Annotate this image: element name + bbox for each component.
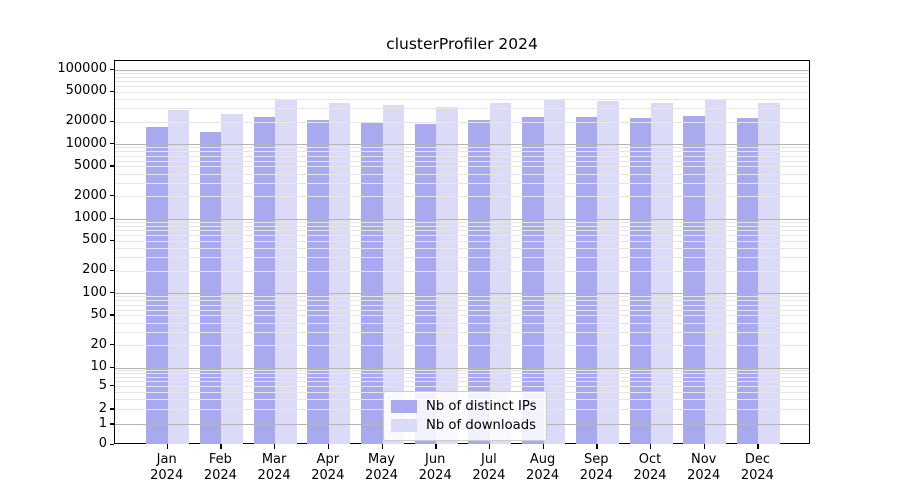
bar-ips-apr: [307, 119, 329, 444]
bar-downloads-sep: [597, 101, 619, 444]
x-tick-mark: [703, 444, 706, 449]
legend: Nb of distinct IPs Nb of downloads: [383, 391, 547, 441]
x-tick-mark: [274, 444, 276, 449]
y-tick-label: 0: [98, 436, 107, 451]
x-tick-label: Jan 2024: [150, 452, 184, 483]
legend-item-downloads: Nb of downloads: [391, 416, 539, 435]
y-tick-mark: [109, 423, 114, 425]
x-tick-label: Oct 2024: [633, 452, 667, 483]
y-tick-mark: [109, 366, 114, 368]
x-tick-mark: [220, 444, 222, 449]
y-tick-mark: [109, 314, 114, 316]
y-tick-mark: [109, 239, 114, 242]
y-tick-label: 5000: [73, 157, 107, 173]
y-tick-label: 500: [82, 232, 107, 248]
x-tick-mark: [166, 444, 169, 449]
plot-area: Nb of distinct IPs Nb of downloads: [114, 60, 810, 444]
bar-ips-nov: [683, 116, 705, 444]
x-tick-label: Jul 2024: [472, 452, 506, 483]
y-tick-label: 20: [90, 336, 107, 352]
y-tick-mark: [109, 120, 114, 122]
y-tick-mark: [109, 68, 114, 70]
bar-ips-may: [361, 121, 383, 444]
legend-swatch-downloads: [391, 419, 417, 432]
x-tick-label: Nov 2024: [687, 452, 721, 483]
bar-ips-aug: [522, 116, 544, 444]
y-tick-label: 50: [90, 306, 107, 322]
legend-swatch-distinct-ips: [391, 400, 417, 413]
y-tick-label: 200: [82, 262, 107, 278]
y-tick-mark: [109, 344, 114, 346]
x-tick-mark: [542, 444, 544, 449]
x-tick-label: Mar 2024: [257, 452, 291, 483]
bars-layer: [115, 61, 809, 444]
x-tick-label: Aug 2024: [526, 452, 560, 483]
x-tick-label: Feb 2024: [203, 452, 237, 483]
bar-downloads-may: [382, 104, 404, 444]
x-tick-mark: [381, 444, 383, 449]
y-tick-label: 1: [98, 415, 107, 431]
y-tick-label: 5: [98, 377, 107, 393]
y-tick-label: 2: [98, 400, 107, 416]
bar-ips-dec: [736, 117, 759, 444]
y-tick-label: 10000: [65, 135, 107, 151]
x-tick-mark: [596, 444, 598, 449]
x-tick-label: Jun 2024: [418, 452, 452, 483]
bar-ips-jun: [414, 123, 437, 444]
bar-downloads-apr: [328, 103, 351, 444]
y-tick-label: 2000: [73, 187, 107, 203]
y-tick-mark: [109, 143, 114, 145]
y-tick-mark: [109, 292, 114, 294]
x-tick-label: Sep 2024: [579, 452, 613, 483]
bar-downloads-feb: [221, 113, 243, 444]
x-tick-label: Dec 2024: [740, 452, 774, 483]
chart-title: clusterProfiler 2024: [386, 35, 538, 53]
legend-item-distinct-ips: Nb of distinct IPs: [391, 397, 539, 416]
bar-downloads-oct: [651, 102, 673, 444]
y-tick-label: 20000: [65, 113, 107, 128]
bar-downloads-jan: [167, 109, 190, 444]
bar-downloads-aug: [543, 99, 566, 444]
bar-ips-feb: [199, 132, 222, 444]
y-tick-mark: [109, 408, 114, 410]
bar-ips-jan: [146, 126, 168, 444]
y-tick-mark: [109, 385, 114, 387]
y-tick-mark: [109, 443, 114, 445]
y-tick-label: 100: [82, 284, 107, 300]
y-tick-label: 1000: [73, 210, 107, 225]
bar-ips-oct: [629, 117, 651, 444]
y-tick-mark: [109, 90, 114, 93]
bar-ips-mar: [253, 117, 276, 444]
y-tick-mark: [109, 165, 114, 167]
y-tick-mark: [109, 217, 114, 219]
legend-label: Nb of distinct IPs: [426, 399, 537, 414]
bar-ips-jul: [468, 119, 490, 444]
x-tick-label: Apr 2024: [311, 452, 345, 483]
y-tick-label: 100000: [57, 61, 107, 76]
bar-downloads-mar: [275, 99, 297, 444]
x-tick-mark: [488, 444, 491, 449]
y-tick-label: 10: [90, 359, 107, 374]
x-tick-mark: [435, 444, 437, 449]
bar-downloads-jul: [489, 102, 512, 444]
bar-ips-sep: [575, 116, 598, 444]
bar-downloads-jun: [436, 107, 458, 444]
y-tick-mark: [109, 269, 114, 271]
bar-downloads-dec: [758, 102, 780, 444]
x-tick-label: May 2024: [364, 452, 399, 483]
y-tick-label: 50000: [65, 83, 107, 99]
x-tick-mark: [650, 444, 652, 449]
legend-label: Nb of downloads: [426, 418, 536, 433]
x-tick-mark: [327, 444, 330, 449]
x-tick-mark: [757, 444, 759, 449]
y-tick-mark: [109, 195, 114, 197]
bar-downloads-nov: [704, 99, 727, 444]
